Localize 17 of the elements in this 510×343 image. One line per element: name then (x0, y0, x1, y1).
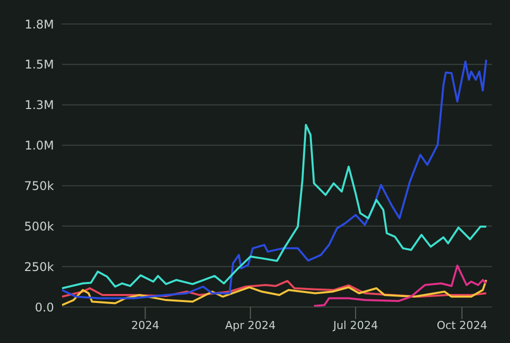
line-series (62, 124, 488, 290)
line-series (62, 58, 488, 300)
line-series (62, 280, 488, 298)
y-tick-label: 0.0 (34, 300, 54, 314)
y-tick-label: 1.0M (24, 138, 54, 153)
x-tick-label: Apr 2024 (225, 318, 276, 332)
y-tick-label: 500k (24, 219, 54, 234)
y-tick-label: 1.5M (24, 58, 54, 72)
line-series (62, 278, 488, 306)
x-tick-label: 2024 (131, 318, 160, 332)
x-tick-label: Oct 2024 (436, 318, 488, 332)
x-tick-label: Jul 2024 (332, 318, 378, 332)
line-series (312, 264, 488, 307)
y-tick-label: 1.8M (24, 17, 54, 32)
y-tick-label: 1.3M (24, 98, 54, 112)
y-tick-label: 250k (24, 260, 54, 274)
y-tick-label: 750k (24, 178, 54, 193)
